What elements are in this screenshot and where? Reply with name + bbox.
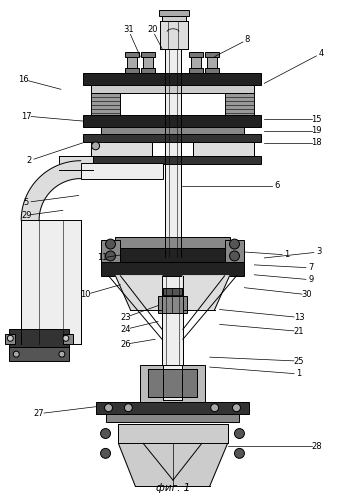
Bar	[165, 48, 181, 257]
Text: 21: 21	[294, 327, 304, 336]
Bar	[189, 52, 203, 57]
Text: 20: 20	[147, 26, 157, 35]
Bar	[158, 296, 187, 314]
Bar	[162, 276, 183, 365]
Bar	[5, 334, 15, 344]
Text: 2: 2	[27, 156, 32, 165]
Bar	[189, 68, 203, 73]
Bar	[101, 127, 244, 134]
Bar	[83, 134, 261, 142]
Text: 5: 5	[24, 198, 29, 207]
Bar	[125, 68, 139, 73]
Bar	[106, 414, 239, 422]
Text: 29: 29	[21, 211, 31, 220]
Text: 19: 19	[312, 126, 322, 136]
Text: 11: 11	[97, 254, 108, 262]
Text: 23: 23	[120, 313, 131, 322]
Bar	[225, 240, 244, 262]
Bar	[163, 288, 182, 296]
Text: 28: 28	[311, 442, 322, 451]
Text: 8: 8	[245, 35, 250, 44]
Bar	[81, 162, 163, 178]
Circle shape	[106, 251, 116, 261]
Polygon shape	[116, 276, 162, 310]
Circle shape	[229, 251, 239, 261]
Bar	[205, 52, 219, 57]
Bar	[141, 52, 155, 57]
Bar	[163, 365, 182, 400]
Circle shape	[125, 404, 132, 411]
Circle shape	[92, 142, 100, 150]
Text: 24: 24	[120, 325, 131, 334]
Text: 27: 27	[34, 409, 44, 418]
Bar	[160, 21, 188, 48]
Bar	[91, 86, 254, 94]
Circle shape	[106, 239, 116, 249]
Circle shape	[101, 448, 110, 458]
Text: 25: 25	[294, 356, 304, 366]
Bar	[83, 74, 261, 86]
Bar	[193, 142, 254, 156]
Bar	[207, 52, 217, 74]
Circle shape	[7, 336, 13, 342]
Bar	[148, 369, 197, 397]
Text: 3: 3	[316, 248, 321, 256]
Bar	[140, 365, 205, 403]
Text: 17: 17	[21, 112, 31, 120]
Polygon shape	[118, 444, 228, 486]
Bar	[118, 424, 228, 444]
Text: 26: 26	[120, 340, 131, 348]
Circle shape	[104, 404, 112, 411]
Bar	[95, 402, 249, 413]
Bar	[162, 16, 186, 21]
Bar	[21, 220, 81, 344]
Bar	[63, 334, 73, 344]
Text: 9: 9	[308, 276, 313, 284]
Circle shape	[13, 351, 19, 357]
Bar	[148, 369, 197, 397]
Bar	[101, 262, 244, 276]
Text: 1: 1	[297, 370, 302, 378]
Circle shape	[59, 351, 65, 357]
Circle shape	[63, 336, 69, 342]
Text: 6: 6	[274, 181, 280, 190]
Bar	[127, 52, 137, 74]
Text: фиг. 1: фиг. 1	[156, 483, 190, 493]
Bar	[116, 237, 229, 248]
Text: 7: 7	[308, 264, 313, 272]
Bar	[9, 330, 69, 347]
Circle shape	[235, 428, 244, 438]
Bar	[83, 115, 261, 127]
Text: 4: 4	[318, 49, 324, 58]
Bar	[91, 94, 120, 115]
Text: 16: 16	[18, 75, 28, 84]
Circle shape	[229, 239, 239, 249]
Bar	[101, 248, 244, 262]
Polygon shape	[21, 160, 81, 220]
Bar	[101, 240, 120, 262]
Bar	[141, 68, 155, 73]
Bar	[143, 52, 153, 74]
Text: 1: 1	[284, 250, 290, 260]
Bar	[9, 347, 69, 361]
Circle shape	[101, 428, 110, 438]
Bar	[225, 94, 254, 115]
Text: 31: 31	[123, 26, 134, 35]
Text: 15: 15	[312, 114, 322, 124]
Bar	[91, 142, 152, 156]
Bar	[59, 156, 93, 170]
Circle shape	[233, 404, 240, 411]
Text: 30: 30	[302, 290, 312, 299]
Bar	[125, 52, 139, 57]
Bar	[205, 68, 219, 73]
Text: 10: 10	[81, 290, 91, 299]
Bar	[159, 10, 189, 16]
Text: 13: 13	[294, 313, 304, 322]
Text: 18: 18	[311, 138, 322, 147]
Circle shape	[211, 404, 219, 411]
Polygon shape	[183, 276, 229, 310]
Circle shape	[235, 448, 244, 458]
Bar	[83, 156, 261, 164]
Bar	[191, 52, 201, 74]
